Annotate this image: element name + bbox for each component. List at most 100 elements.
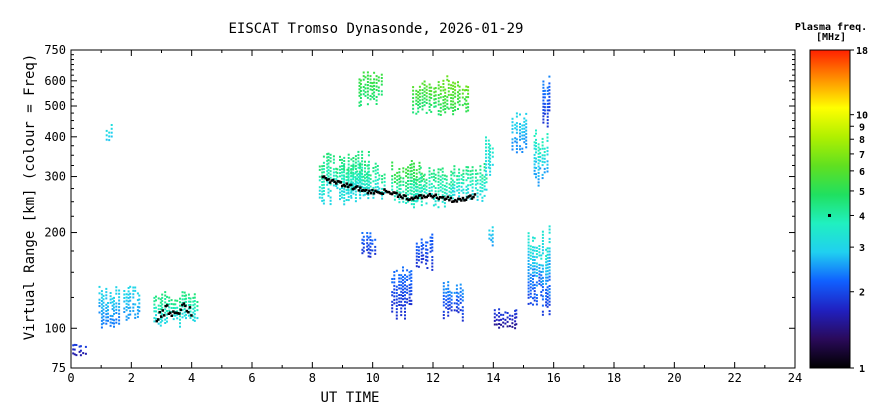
echo-point <box>412 93 415 96</box>
echo-point <box>548 250 551 253</box>
echo-point <box>428 190 431 193</box>
trace-point <box>392 191 395 194</box>
echo-point <box>533 274 536 277</box>
echo-point <box>437 177 440 180</box>
echo-point <box>100 310 103 312</box>
echo-point <box>359 79 362 82</box>
echo-point <box>410 280 413 282</box>
echo-point <box>535 173 537 176</box>
y-axis-label: Virtual Range [km] (colour = Freq) <box>22 54 38 341</box>
echo-point <box>391 281 394 284</box>
echo-point <box>535 151 537 154</box>
echo-point <box>511 138 514 141</box>
echo-point <box>400 284 403 287</box>
echo-point <box>489 164 492 167</box>
echo-point <box>539 155 542 158</box>
echo-point <box>442 86 445 89</box>
echo-point <box>481 187 484 190</box>
echo-point <box>153 320 156 323</box>
trace-point <box>353 187 356 190</box>
echo-point <box>461 96 464 99</box>
echo-point <box>519 135 521 138</box>
echo-point <box>369 245 372 248</box>
echo-point <box>321 199 324 202</box>
echo-point <box>361 150 364 153</box>
echo-point <box>461 92 464 95</box>
echo-point <box>450 188 453 191</box>
echo-point <box>542 121 545 124</box>
echo-point <box>491 163 494 166</box>
echo-point <box>515 144 518 147</box>
echo-point <box>354 179 357 182</box>
echo-point <box>374 183 377 185</box>
echo-point <box>366 87 369 90</box>
echo-point <box>354 176 357 178</box>
trace-point <box>408 198 412 201</box>
echo-point <box>362 194 365 197</box>
echo-point <box>373 97 376 100</box>
echo-point <box>375 78 378 81</box>
echo-point <box>136 309 139 312</box>
echo-point <box>405 185 408 188</box>
trace-point <box>356 185 359 188</box>
echo-point <box>157 308 160 311</box>
echo-point <box>483 194 486 197</box>
echo-point <box>358 94 361 97</box>
echo-point <box>500 323 502 326</box>
echo-point <box>341 174 343 177</box>
echo-point <box>393 281 396 284</box>
echo-point <box>532 284 534 287</box>
echo-point <box>537 146 540 149</box>
x-tick-label: 6 <box>248 371 255 385</box>
trace-point <box>377 191 380 194</box>
echo-point <box>352 173 355 176</box>
echo-point <box>129 310 132 313</box>
echo-point <box>332 161 335 164</box>
echo-point <box>455 288 458 291</box>
echo-point <box>423 191 426 194</box>
echo-point <box>483 182 486 185</box>
echo-point <box>458 168 461 171</box>
echo-point <box>546 170 549 173</box>
echo-point <box>415 261 418 264</box>
echo-point <box>164 301 167 304</box>
echo-point <box>428 96 431 99</box>
echo-point <box>541 236 544 239</box>
echo-point <box>459 301 462 304</box>
echo-point <box>541 295 544 298</box>
echo-point <box>371 92 374 95</box>
echo-point <box>383 180 386 183</box>
echo-point <box>335 185 338 187</box>
echo-point <box>406 291 409 294</box>
echo-point <box>367 174 370 177</box>
echo-point <box>179 304 181 307</box>
echo-point <box>441 194 444 197</box>
echo-point <box>172 318 175 321</box>
echo-point <box>125 296 128 299</box>
echo-point <box>455 309 458 312</box>
echo-point <box>541 264 544 267</box>
echo-point <box>352 184 355 187</box>
colorbar-tick-label: 4 <box>859 211 865 222</box>
echo-point <box>373 84 376 87</box>
trace-point <box>463 199 466 202</box>
echo-point <box>335 178 338 181</box>
echo-point <box>535 142 537 144</box>
echo-point <box>129 285 132 288</box>
echo-point <box>406 275 409 278</box>
echo-point <box>174 303 177 306</box>
echo-point <box>369 255 372 258</box>
echo-point <box>332 155 335 158</box>
echo-point <box>358 101 361 104</box>
echo-point <box>352 163 355 166</box>
trace-point <box>452 200 456 203</box>
echo-point <box>408 283 411 286</box>
echo-point <box>192 307 195 310</box>
echo-point <box>371 239 374 242</box>
trace-point <box>359 186 362 189</box>
echo-point <box>405 168 408 171</box>
echo-point <box>461 289 464 292</box>
echo-point <box>364 87 367 90</box>
